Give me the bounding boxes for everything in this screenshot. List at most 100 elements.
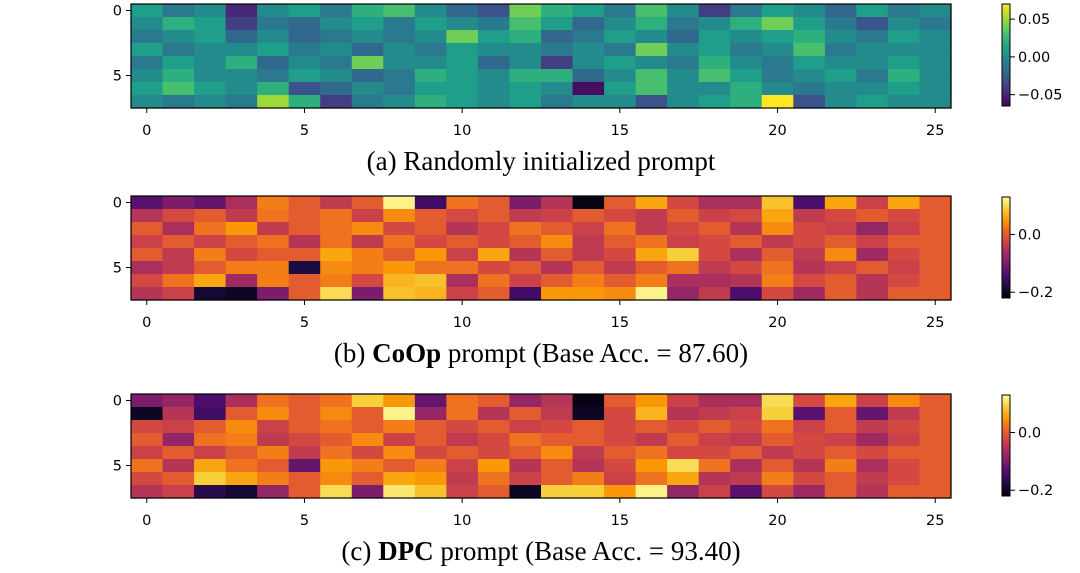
heatmap-cell bbox=[698, 472, 731, 486]
heatmap-cell bbox=[477, 248, 511, 262]
heatmap-cell bbox=[667, 472, 700, 486]
heatmap-cell bbox=[477, 30, 511, 44]
heatmap-cell bbox=[635, 196, 668, 210]
heatmap-cell bbox=[383, 209, 416, 223]
heatmap-cell bbox=[793, 56, 826, 70]
heatmap-cell bbox=[414, 420, 447, 434]
heatmap-cell bbox=[257, 446, 290, 460]
colorbar-tick-label: 0.0 bbox=[1018, 426, 1041, 442]
heatmap-cell bbox=[667, 485, 700, 499]
heatmap-cell bbox=[383, 248, 416, 262]
heatmap-cell bbox=[509, 248, 542, 262]
heatmap-cell bbox=[667, 274, 700, 288]
heatmap-cell bbox=[572, 420, 605, 434]
heatmap-cell bbox=[856, 446, 889, 460]
heatmap-cell bbox=[194, 30, 227, 44]
heatmap-cell bbox=[793, 30, 826, 44]
heatmap-cell bbox=[824, 407, 857, 421]
heatmap-cell bbox=[541, 95, 574, 109]
heatmap-cell bbox=[446, 485, 479, 499]
plot-frame bbox=[130, 393, 952, 499]
heatmap-cell bbox=[919, 69, 952, 83]
heatmap-cell bbox=[288, 248, 321, 262]
heatmap-cell bbox=[257, 17, 290, 31]
heatmap-cell bbox=[856, 82, 889, 96]
heatmap-cell bbox=[572, 30, 605, 44]
heatmap-cell bbox=[572, 43, 605, 57]
heatmap-cell bbox=[477, 235, 511, 249]
heatmap-cell bbox=[761, 485, 794, 499]
heatmap-cell bbox=[604, 287, 637, 301]
heatmap-cell bbox=[667, 82, 700, 96]
heatmap-cell bbox=[856, 222, 889, 236]
heatmap-cell bbox=[320, 222, 353, 236]
heatmap-cell bbox=[288, 43, 321, 57]
heatmap-cell bbox=[131, 17, 164, 31]
heatmap-cell bbox=[446, 43, 479, 57]
heatmap-cell bbox=[383, 82, 416, 96]
heatmap-cell bbox=[572, 459, 605, 473]
heatmap-cell bbox=[667, 56, 700, 70]
heatmap-cell bbox=[856, 472, 889, 486]
heatmap-cell bbox=[572, 56, 605, 70]
heatmap-cell bbox=[856, 196, 889, 210]
heatmap-cell bbox=[477, 17, 511, 31]
heatmap-cell bbox=[824, 56, 857, 70]
caption-method: CoOp bbox=[372, 338, 441, 368]
heatmap-cell bbox=[509, 56, 542, 70]
heatmap-cell bbox=[730, 433, 763, 447]
heatmap-cell bbox=[225, 459, 258, 473]
heatmap-cell bbox=[824, 420, 857, 434]
heatmap-cell bbox=[761, 196, 794, 210]
heatmap-cell bbox=[572, 472, 605, 486]
heatmap-cell bbox=[351, 287, 384, 301]
colorbar-tick-label: −0.05 bbox=[1018, 88, 1062, 104]
heatmap-cell bbox=[761, 30, 794, 44]
heatmap-cell bbox=[698, 43, 731, 57]
y-tick-label: 5 bbox=[113, 261, 122, 277]
caption-suffix: prompt (Base Acc. = 87.60) bbox=[441, 338, 748, 368]
x-tick-label: 20 bbox=[768, 513, 786, 529]
heatmap-cell bbox=[856, 433, 889, 447]
heatmap-cell bbox=[887, 56, 921, 70]
heatmap-cell bbox=[194, 459, 227, 473]
heatmap-cell bbox=[351, 433, 384, 447]
heatmap-cell bbox=[698, 209, 731, 223]
heatmap-cell bbox=[288, 4, 321, 18]
heatmap-cell bbox=[383, 485, 416, 499]
heatmap-cell bbox=[288, 485, 321, 499]
heatmap-cell bbox=[509, 394, 542, 408]
heatmap-cell bbox=[131, 248, 164, 262]
colorbar-tick-label: −0.2 bbox=[1018, 285, 1053, 301]
caption-prefix: (a) Randomly initialized prompt bbox=[367, 146, 716, 176]
heatmap-cell bbox=[162, 17, 195, 31]
heatmap-cell bbox=[730, 235, 763, 249]
heatmap-cell bbox=[793, 394, 826, 408]
heatmap-cell bbox=[635, 209, 668, 223]
heatmap-cell bbox=[351, 446, 384, 460]
heatmap-cell bbox=[446, 274, 479, 288]
heatmap-cell bbox=[698, 196, 731, 210]
heatmap-cell bbox=[698, 261, 731, 275]
heatmap-cell bbox=[635, 420, 668, 434]
heatmap-cell bbox=[761, 69, 794, 83]
heatmap-cell bbox=[572, 196, 605, 210]
heatmap-cell bbox=[414, 43, 447, 57]
heatmap-cell bbox=[793, 248, 826, 262]
heatmap-cell bbox=[288, 420, 321, 434]
heatmap-cell bbox=[730, 485, 763, 499]
heatmap-cell bbox=[162, 274, 195, 288]
heatmap-cell bbox=[761, 4, 794, 18]
heatmap-cell bbox=[887, 248, 921, 262]
heatmap-cell bbox=[667, 394, 700, 408]
heatmap-cell bbox=[541, 222, 574, 236]
heatmap-cell bbox=[131, 394, 164, 408]
heatmap-cell bbox=[383, 69, 416, 83]
heatmap-cell bbox=[856, 95, 889, 109]
heatmap-cell bbox=[414, 261, 447, 275]
heatmap-cell bbox=[131, 222, 164, 236]
heatmap-cell bbox=[667, 287, 700, 301]
heatmap-cell bbox=[225, 287, 258, 301]
heatmap-cell bbox=[887, 459, 921, 473]
heatmap-cell bbox=[225, 69, 258, 83]
